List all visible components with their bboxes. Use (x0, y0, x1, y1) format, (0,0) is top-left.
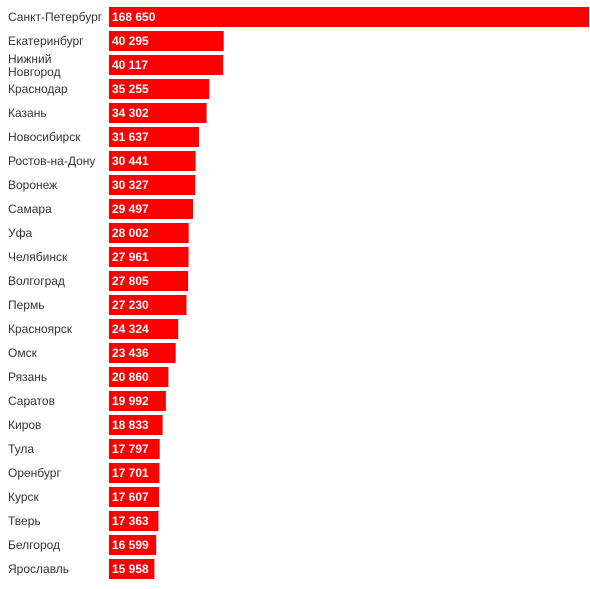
category-label: Белгород (8, 538, 60, 552)
category-label: Ярославль (8, 562, 69, 576)
category-label: Челябинск (8, 250, 68, 264)
category-label: Самара (8, 202, 52, 216)
bar-20 (109, 487, 160, 507)
category-label: Новосибирск (8, 130, 81, 144)
bar-4 (109, 103, 207, 123)
value-label: 17 701 (112, 466, 149, 480)
category-label: Красноярск (8, 322, 73, 336)
value-label: 17 797 (112, 442, 149, 456)
bar-19 (109, 463, 160, 483)
bar-6 (109, 151, 196, 171)
category-label: Тверь (8, 514, 41, 528)
value-label: 19 992 (112, 394, 149, 408)
value-label: 23 436 (112, 346, 149, 360)
bar-14 (109, 343, 176, 363)
bar-11 (109, 271, 189, 291)
value-label: 17 607 (112, 490, 149, 504)
category-label: Тула (8, 442, 34, 456)
category-label: Саратов (8, 394, 55, 408)
category-label: Екатеринбург (8, 34, 84, 48)
value-label: 15 958 (112, 562, 149, 576)
value-label: 18 833 (112, 418, 149, 432)
bar-0 (109, 7, 589, 27)
bar-7 (109, 175, 196, 195)
value-label: 17 363 (112, 514, 149, 528)
value-label: 40 117 (112, 58, 148, 72)
value-label: 40 295 (112, 34, 149, 48)
category-label: Пермь (8, 298, 44, 312)
category-label: Казань (8, 106, 47, 120)
bar-1 (109, 31, 224, 51)
value-label: 30 441 (112, 154, 149, 168)
category-label: Омск (8, 346, 38, 360)
value-label: 30 327 (112, 178, 149, 192)
category-label: Санкт-Петербург (8, 10, 103, 24)
bar-22 (109, 535, 157, 555)
bar-17 (109, 415, 163, 435)
category-label: Уфа (8, 226, 32, 240)
category-label: Киров (8, 418, 41, 432)
value-label: 168 650 (112, 10, 156, 24)
value-label: 31 637 (112, 130, 149, 144)
bar-13 (109, 319, 179, 339)
bar-3 (109, 79, 210, 99)
value-label: 34 302 (112, 106, 149, 120)
bar-9 (109, 223, 189, 243)
value-label: 20 860 (112, 370, 149, 384)
value-label: 28 002 (112, 226, 149, 240)
bar-10 (109, 247, 189, 267)
bar-12 (109, 295, 187, 315)
category-label: Ростов-на-Дону (8, 154, 95, 168)
value-label: 27 230 (112, 298, 149, 312)
category-label: Рязань (8, 370, 47, 384)
bar-15 (109, 367, 169, 387)
category-label: Волгоград (8, 274, 65, 288)
category-label: Нижний Новгород (8, 52, 61, 79)
category-label: Курск (8, 490, 40, 504)
value-label: 16 599 (112, 538, 149, 552)
bar-18 (109, 439, 160, 459)
category-label: Краснодар (8, 82, 68, 96)
value-label: 24 324 (112, 322, 149, 336)
bar-21 (109, 511, 159, 531)
bar-23 (109, 559, 155, 579)
category-label: Воронеж (8, 178, 57, 192)
bar-16 (109, 391, 166, 411)
category-label: Оренбург (8, 466, 61, 480)
bar-8 (109, 199, 193, 219)
bar-2 (109, 55, 224, 75)
value-label: 29 497 (112, 202, 149, 216)
value-label: 35 255 (112, 82, 149, 96)
bar-5 (109, 127, 199, 147)
value-label: 27 805 (112, 274, 149, 288)
value-label: 27 961 (112, 250, 149, 264)
